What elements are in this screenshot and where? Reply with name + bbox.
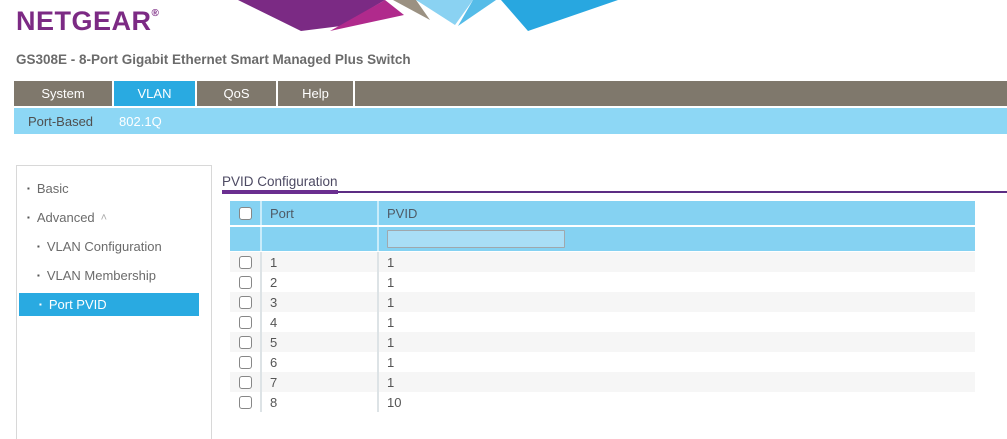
netgear-logo: NETGEAR® bbox=[16, 6, 159, 37]
pvid-cell: 1 bbox=[377, 352, 975, 372]
port-cell: 5 bbox=[260, 332, 377, 352]
table-row: 2 1 bbox=[230, 272, 975, 292]
row-checkbox[interactable] bbox=[238, 315, 252, 329]
row-checkbox-cell bbox=[230, 352, 260, 372]
sidebar-item-label: VLAN Membership bbox=[46, 268, 156, 283]
nav-filler bbox=[355, 81, 1007, 106]
column-header-pvid: PVID bbox=[377, 201, 975, 225]
port-cell: 7 bbox=[260, 372, 377, 392]
port-cell: 3 bbox=[260, 292, 377, 312]
sidebar-item-label: Port PVID bbox=[48, 297, 107, 312]
vlan-subnav: Port-Based 802.1Q bbox=[14, 108, 1007, 134]
edit-checkbox-cell bbox=[230, 227, 260, 251]
port-cell: 6 bbox=[260, 352, 377, 372]
row-checkbox[interactable] bbox=[238, 395, 252, 409]
sidebar-item-basic[interactable]: ▪ Basic bbox=[17, 174, 211, 203]
registered-mark: ® bbox=[151, 8, 160, 19]
bullet-icon: ▪ bbox=[37, 242, 40, 251]
select-all-checkbox[interactable] bbox=[238, 206, 252, 220]
sidebar-item-vlan-membership[interactable]: ▪ VLAN Membership bbox=[17, 261, 211, 290]
table-row: 6 1 bbox=[230, 352, 975, 372]
tab-qos[interactable]: QoS bbox=[197, 81, 276, 106]
row-checkbox-cell bbox=[230, 252, 260, 272]
table-edit-row bbox=[230, 227, 975, 251]
port-cell: 4 bbox=[260, 312, 377, 332]
row-checkbox[interactable] bbox=[238, 255, 252, 269]
edit-port-cell bbox=[260, 227, 377, 251]
row-checkbox[interactable] bbox=[238, 275, 252, 289]
sidebar-item-port-pvid[interactable]: ▪ Port PVID bbox=[19, 293, 199, 316]
bullet-icon: ▪ bbox=[37, 271, 40, 280]
row-checkbox[interactable] bbox=[238, 295, 252, 309]
netgear-logo-text: NETGEAR bbox=[16, 6, 152, 36]
table-row: 1 1 bbox=[230, 252, 975, 272]
row-checkbox[interactable] bbox=[238, 375, 252, 389]
pvid-cell: 1 bbox=[377, 252, 975, 272]
row-checkbox-cell bbox=[230, 372, 260, 392]
pvid-cell: 1 bbox=[377, 272, 975, 292]
tab-vlan[interactable]: VLAN bbox=[114, 81, 195, 106]
sidebar: ▪ Basic ▪ Advanced ˄ ▪ VLAN Configuratio… bbox=[16, 165, 212, 439]
table-row: 5 1 bbox=[230, 332, 975, 352]
bullet-icon: ▪ bbox=[39, 300, 42, 309]
device-title: GS308E - 8-Port Gigabit Ethernet Smart M… bbox=[16, 52, 411, 67]
row-checkbox[interactable] bbox=[238, 355, 252, 369]
sidebar-item-vlan-configuration[interactable]: ▪ VLAN Configuration bbox=[17, 232, 211, 261]
pvid-cell: 1 bbox=[377, 332, 975, 352]
subnav-item-port-based[interactable]: Port-Based bbox=[28, 113, 94, 129]
chevron-up-icon: ˄ bbox=[100, 211, 108, 224]
row-checkbox-cell bbox=[230, 312, 260, 332]
pvid-cell: 1 bbox=[377, 372, 975, 392]
row-checkbox-cell bbox=[230, 392, 260, 412]
tab-help[interactable]: Help bbox=[278, 81, 353, 106]
table-row: 4 1 bbox=[230, 312, 975, 332]
tab-system[interactable]: System bbox=[14, 81, 112, 106]
pvid-table-body: 1 1 2 1 3 1 4 1 5 1 6 1 7 1 bbox=[230, 252, 975, 412]
title-rule-accent bbox=[222, 190, 338, 194]
table-row: 3 1 bbox=[230, 292, 975, 312]
edit-pvid-cell bbox=[377, 227, 975, 251]
sidebar-item-advanced[interactable]: ▪ Advanced ˄ bbox=[17, 203, 211, 232]
header-checkbox-cell bbox=[230, 201, 260, 225]
row-checkbox-cell bbox=[230, 332, 260, 352]
subnav-item-8021q[interactable]: 802.1Q bbox=[119, 113, 162, 129]
main-nav: System VLAN QoS Help bbox=[14, 81, 1007, 106]
pvid-cell: 10 bbox=[377, 392, 975, 412]
bullet-icon: ▪ bbox=[27, 184, 30, 193]
bullet-icon: ▪ bbox=[27, 213, 30, 222]
column-header-port: Port bbox=[260, 201, 377, 225]
page-title: PVID Configuration bbox=[222, 174, 338, 189]
port-cell: 2 bbox=[260, 272, 377, 292]
pvid-cell: 1 bbox=[377, 312, 975, 332]
sidebar-item-label: Basic bbox=[36, 181, 69, 196]
row-checkbox[interactable] bbox=[238, 335, 252, 349]
header-banner-graphic bbox=[238, 0, 618, 31]
sidebar-item-label: VLAN Configuration bbox=[46, 239, 162, 254]
row-checkbox-cell bbox=[230, 272, 260, 292]
pvid-edit-input[interactable] bbox=[387, 230, 565, 248]
title-rule bbox=[222, 191, 1007, 193]
pvid-table: Port PVID 1 1 2 1 3 1 4 1 bbox=[230, 201, 975, 412]
pvid-cell: 1 bbox=[377, 292, 975, 312]
table-row: 8 10 bbox=[230, 392, 975, 412]
port-cell: 1 bbox=[260, 252, 377, 272]
sidebar-item-label: Advanced bbox=[36, 210, 95, 225]
table-row: 7 1 bbox=[230, 372, 975, 392]
port-cell: 8 bbox=[260, 392, 377, 412]
table-header-row: Port PVID bbox=[230, 201, 975, 225]
row-checkbox-cell bbox=[230, 292, 260, 312]
